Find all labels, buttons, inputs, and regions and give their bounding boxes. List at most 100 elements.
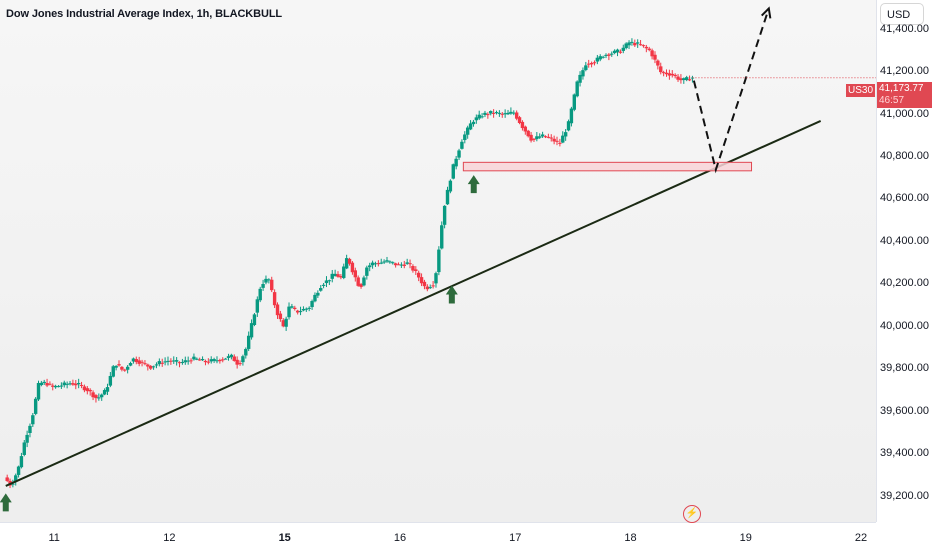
chart-title: Dow Jones Industrial Average Index, 1h, …	[6, 8, 283, 20]
candle	[255, 296, 260, 317]
candle-body	[117, 364, 121, 366]
candle-body	[249, 323, 254, 338]
candle	[621, 44, 625, 54]
candle-body	[465, 127, 470, 135]
price-axis-tick: 39,600.00	[880, 404, 929, 417]
candle	[353, 267, 357, 282]
candle	[399, 262, 404, 268]
candle	[347, 257, 352, 266]
candle-body	[644, 46, 649, 49]
candle-body	[102, 390, 107, 395]
price-axis-tick: 40,000.00	[880, 319, 929, 332]
candle-body	[143, 363, 147, 365]
candle	[368, 262, 372, 272]
candle-body	[319, 288, 323, 291]
lightning-icon[interactable]: ⚡	[683, 505, 701, 523]
candle-body	[298, 311, 303, 313]
candle	[382, 259, 386, 264]
time-axis-tick: 22	[854, 532, 868, 544]
candle-body	[203, 360, 208, 363]
candle	[235, 356, 239, 369]
candle	[465, 125, 470, 139]
candle-body	[16, 466, 21, 475]
price-axis-tick: 40,200.00	[880, 277, 929, 290]
candle	[238, 360, 242, 366]
candle-body	[558, 142, 562, 144]
candle	[31, 412, 35, 428]
support-zone-box[interactable]	[462, 161, 753, 172]
candle-body	[39, 382, 44, 386]
candle-body	[425, 286, 430, 290]
candle	[635, 39, 640, 48]
candle	[572, 93, 576, 112]
currency-button[interactable]: USD	[880, 3, 924, 25]
candle	[460, 139, 464, 150]
candle-body	[523, 126, 528, 132]
up-arrow-icon[interactable]	[445, 285, 458, 304]
candle	[200, 356, 205, 361]
candle	[419, 273, 424, 287]
time-axis-tick: 11	[48, 532, 60, 544]
candle-body	[411, 266, 415, 271]
candle	[100, 393, 104, 401]
candle-body	[687, 79, 692, 81]
candle-body	[342, 266, 346, 278]
candle	[307, 306, 311, 312]
support-trendline[interactable]	[5, 120, 822, 487]
candle	[509, 107, 513, 115]
candle	[14, 473, 18, 486]
candle	[644, 44, 649, 53]
candle	[506, 109, 510, 116]
candle-body	[509, 111, 513, 114]
candle	[523, 125, 528, 135]
candle	[298, 306, 303, 316]
candle-body	[353, 270, 357, 278]
candle	[151, 365, 156, 370]
candle-body	[604, 54, 608, 56]
time-axis-tick: 16	[393, 532, 407, 544]
candle	[321, 283, 326, 289]
candle-body	[428, 287, 432, 289]
candle	[391, 261, 395, 265]
price-axis-tick: 41,000.00	[880, 107, 929, 120]
candle-body	[241, 356, 245, 363]
candle-body	[22, 442, 26, 455]
candle	[39, 380, 44, 387]
candle-body	[206, 361, 211, 363]
candle-body	[555, 140, 559, 142]
candle-body	[483, 112, 487, 115]
candle	[324, 276, 329, 288]
candle	[489, 110, 493, 116]
candle-body	[529, 134, 533, 141]
price-axis-tick: 40,600.00	[880, 192, 929, 205]
candle-body	[235, 359, 239, 365]
candle-body	[330, 273, 334, 279]
candle	[630, 38, 634, 46]
candle-body	[656, 60, 660, 66]
candle-body	[5, 477, 9, 481]
candle-body	[584, 65, 588, 71]
candle-body	[333, 273, 337, 276]
candle	[189, 358, 193, 364]
up-arrow-icon[interactable]	[467, 175, 480, 194]
candle-body	[592, 62, 597, 64]
up-arrow-icon[interactable]	[0, 493, 12, 512]
candle	[74, 380, 78, 390]
candle-body	[272, 292, 277, 306]
candle	[598, 54, 602, 62]
candle-body	[563, 132, 568, 137]
candle-body	[497, 112, 502, 114]
candle	[393, 262, 398, 268]
candle	[249, 319, 254, 340]
candle	[91, 390, 95, 401]
candle	[379, 258, 383, 265]
candle	[88, 388, 92, 396]
candle	[68, 381, 72, 386]
candle	[218, 358, 222, 364]
candle	[434, 271, 438, 288]
candle	[512, 110, 516, 116]
projection-path[interactable]	[692, 8, 770, 174]
candle-body	[327, 280, 332, 282]
candle	[370, 260, 375, 269]
